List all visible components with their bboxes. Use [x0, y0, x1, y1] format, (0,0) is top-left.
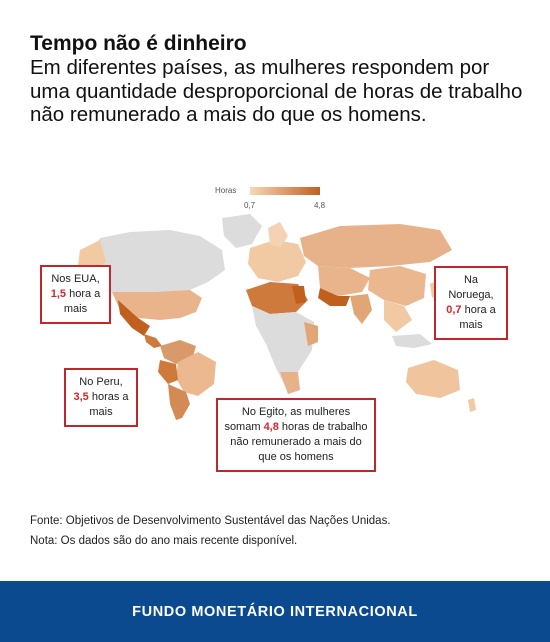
footer-org-name: FUNDO MONETÁRIO INTERNACIONAL — [132, 603, 418, 620]
callout-egypt: No Egito, as mulheres somam 4,8 horas de… — [216, 398, 376, 472]
region-greenland — [222, 214, 262, 248]
region-east-africa — [304, 322, 318, 346]
region-europe — [248, 240, 306, 282]
region-peru — [158, 360, 178, 384]
callout-usa-post: hora a mais — [63, 288, 101, 315]
footer-bar: FUNDO MONETÁRIO INTERNACIONAL — [0, 581, 550, 642]
region-north-africa — [246, 282, 308, 314]
region-canada — [88, 230, 225, 296]
legend-gradient-bar — [250, 187, 320, 195]
chart-subtitle: Em diferentes países, as mulheres respon… — [30, 56, 523, 126]
region-iran-pakistan — [318, 288, 350, 306]
source-note: Fonte: Objetivos de Desenvolvimento Sust… — [30, 515, 391, 527]
callout-egypt-post: horas de trabalho não remunerado a mais … — [230, 421, 368, 463]
world-map — [78, 214, 476, 420]
callout-usa: Nos EUA, 1,5 hora a mais — [40, 265, 111, 324]
legend-label: Horas — [215, 186, 237, 195]
region-egypt — [292, 286, 306, 304]
legend-min-label: 0,7 — [244, 201, 256, 210]
region-australia — [406, 360, 460, 398]
region-alaska — [78, 240, 106, 272]
color-legend: Horas 0,7 4,8 — [215, 184, 345, 214]
callout-norway-value: 0,7 — [446, 304, 462, 316]
callout-egypt-pre: No Egito, as mulheres somam — [224, 406, 351, 433]
callout-norway: Na Noruega, 0,7 hora a mais — [434, 266, 508, 340]
region-south-africa — [280, 372, 300, 394]
region-brazil — [176, 352, 216, 396]
callout-egypt-value: 4,8 — [263, 421, 279, 433]
region-india — [350, 294, 372, 324]
callout-norway-pre: Na Noruega, — [448, 274, 494, 301]
region-usa — [112, 290, 202, 320]
callout-usa-value: 1,5 — [50, 288, 67, 300]
region-central-asia — [318, 266, 370, 296]
region-mexico — [118, 300, 150, 336]
region-china — [368, 266, 426, 306]
callout-peru: No Peru, 3,5 horas a mais — [64, 368, 138, 427]
region-central-america — [144, 334, 162, 348]
region-indonesia — [392, 334, 432, 348]
chart-title: Tempo não é dinheiro — [30, 32, 247, 55]
region-scandinavia — [268, 222, 288, 248]
region-russia — [300, 224, 452, 268]
callout-peru-value: 3,5 — [73, 391, 89, 403]
callout-peru-pre: No Peru, — [79, 376, 123, 388]
region-subsaharan-africa — [252, 306, 314, 388]
legend-max-label: 4,8 — [314, 201, 326, 210]
callout-norway-post: hora a mais — [459, 304, 496, 331]
data-note: Nota: Os dados são do ano mais recente d… — [30, 535, 298, 547]
region-southern-cone — [168, 384, 190, 420]
region-new-zealand — [468, 398, 476, 412]
callout-usa-pre: Nos EUA, — [51, 273, 100, 285]
region-southeast-asia — [384, 300, 412, 332]
callout-peru-post: horas a mais — [89, 391, 129, 418]
